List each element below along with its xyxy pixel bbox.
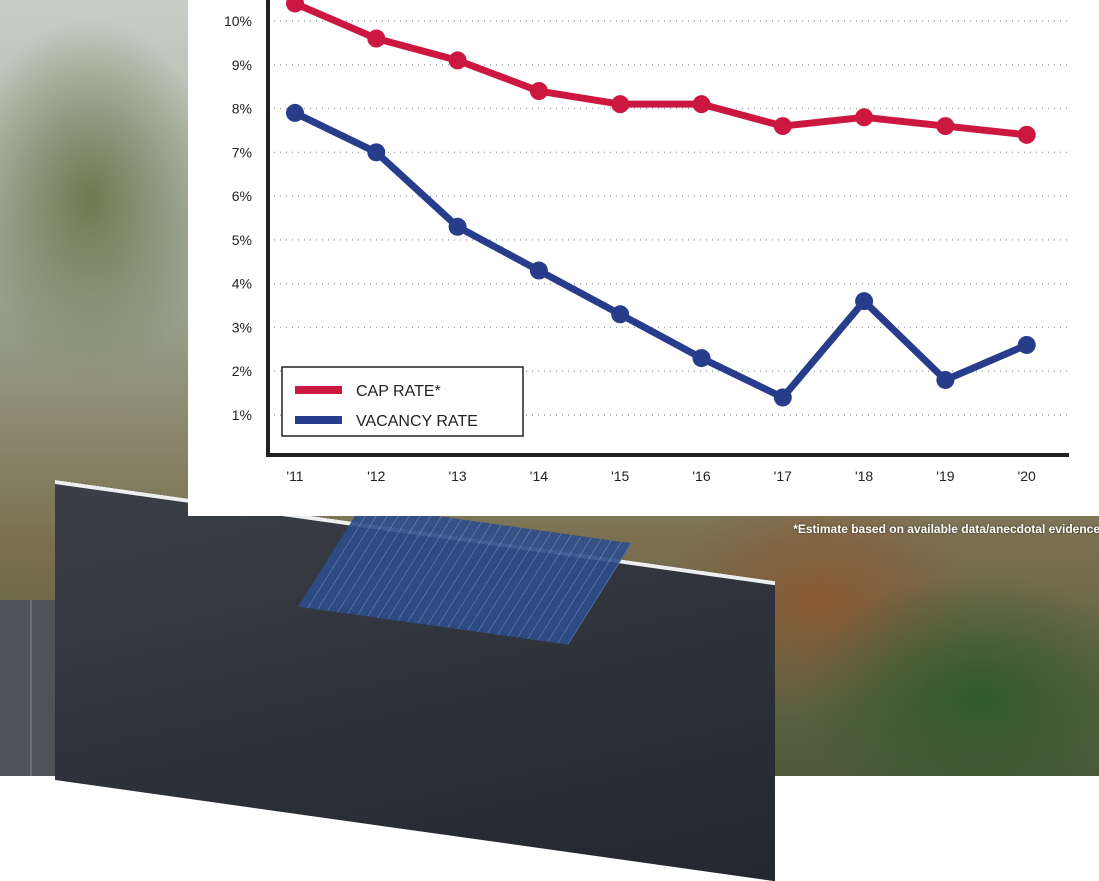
data-point bbox=[448, 51, 467, 70]
data-point bbox=[611, 305, 630, 324]
data-point bbox=[611, 95, 630, 114]
y-tick-label: 3% bbox=[232, 319, 252, 335]
series-line-cap-rate bbox=[293, 0, 1028, 139]
legend-box bbox=[281, 366, 524, 437]
legend-swatch bbox=[295, 386, 342, 394]
legend-swatch bbox=[295, 416, 342, 424]
data-point bbox=[692, 349, 711, 368]
x-tick-label: '19 bbox=[936, 468, 954, 484]
x-tick-label: '13 bbox=[448, 468, 466, 484]
legend-label: VACANCY RATE bbox=[356, 413, 478, 430]
y-tick-label: 2% bbox=[232, 363, 252, 379]
y-tick-label: 7% bbox=[232, 144, 252, 160]
y-tick-label: 4% bbox=[232, 276, 252, 292]
x-tick-label: '16 bbox=[692, 468, 710, 484]
data-point bbox=[529, 82, 548, 101]
data-point bbox=[286, 103, 304, 122]
y-tick-label: 6% bbox=[232, 188, 252, 204]
data-point bbox=[367, 143, 386, 162]
chart-footnote: *Estimate based on available data/anecdo… bbox=[793, 522, 1099, 536]
data-point bbox=[448, 217, 467, 236]
data-point bbox=[855, 108, 874, 127]
y-tick-label: 1% bbox=[232, 407, 252, 423]
x-tick-label: '11 bbox=[286, 468, 303, 484]
data-point bbox=[773, 117, 792, 136]
data-point bbox=[1017, 125, 1036, 144]
series-line-vacancy-rate bbox=[293, 109, 1029, 401]
x-tick-label: '20 bbox=[1018, 468, 1036, 484]
data-point bbox=[692, 95, 711, 114]
legend-label: CAP RATE* bbox=[356, 383, 441, 400]
data-point bbox=[855, 292, 874, 311]
line-chart: 1% 2% 3% 4% 5% 6% 7% 8% 9% 10% '11 '12 '13 '14 '15 '16 '… bbox=[224, 0, 1069, 484]
data-point bbox=[367, 29, 386, 48]
y-tick-label: 9% bbox=[232, 57, 252, 73]
x-tick-label: '17 bbox=[774, 468, 792, 484]
data-point bbox=[936, 117, 955, 136]
data-point bbox=[1017, 335, 1036, 354]
y-tick-label: 10% bbox=[224, 13, 252, 29]
data-point bbox=[529, 261, 548, 280]
data-point bbox=[773, 388, 792, 407]
data-point bbox=[286, 0, 304, 13]
x-tick-label: '15 bbox=[611, 468, 629, 484]
y-tick-label: 5% bbox=[232, 232, 252, 248]
x-tick-label: '12 bbox=[367, 468, 385, 484]
data-point bbox=[936, 370, 955, 389]
y-tick-label: 8% bbox=[232, 101, 252, 117]
chart-panel: 1% 2% 3% 4% 5% 6% 7% 8% 9% 10% '11 '12 '13 '14 '15 '16 '… bbox=[188, 0, 1099, 516]
x-tick-label: '14 bbox=[530, 468, 548, 484]
x-tick-label: '18 bbox=[855, 468, 873, 484]
